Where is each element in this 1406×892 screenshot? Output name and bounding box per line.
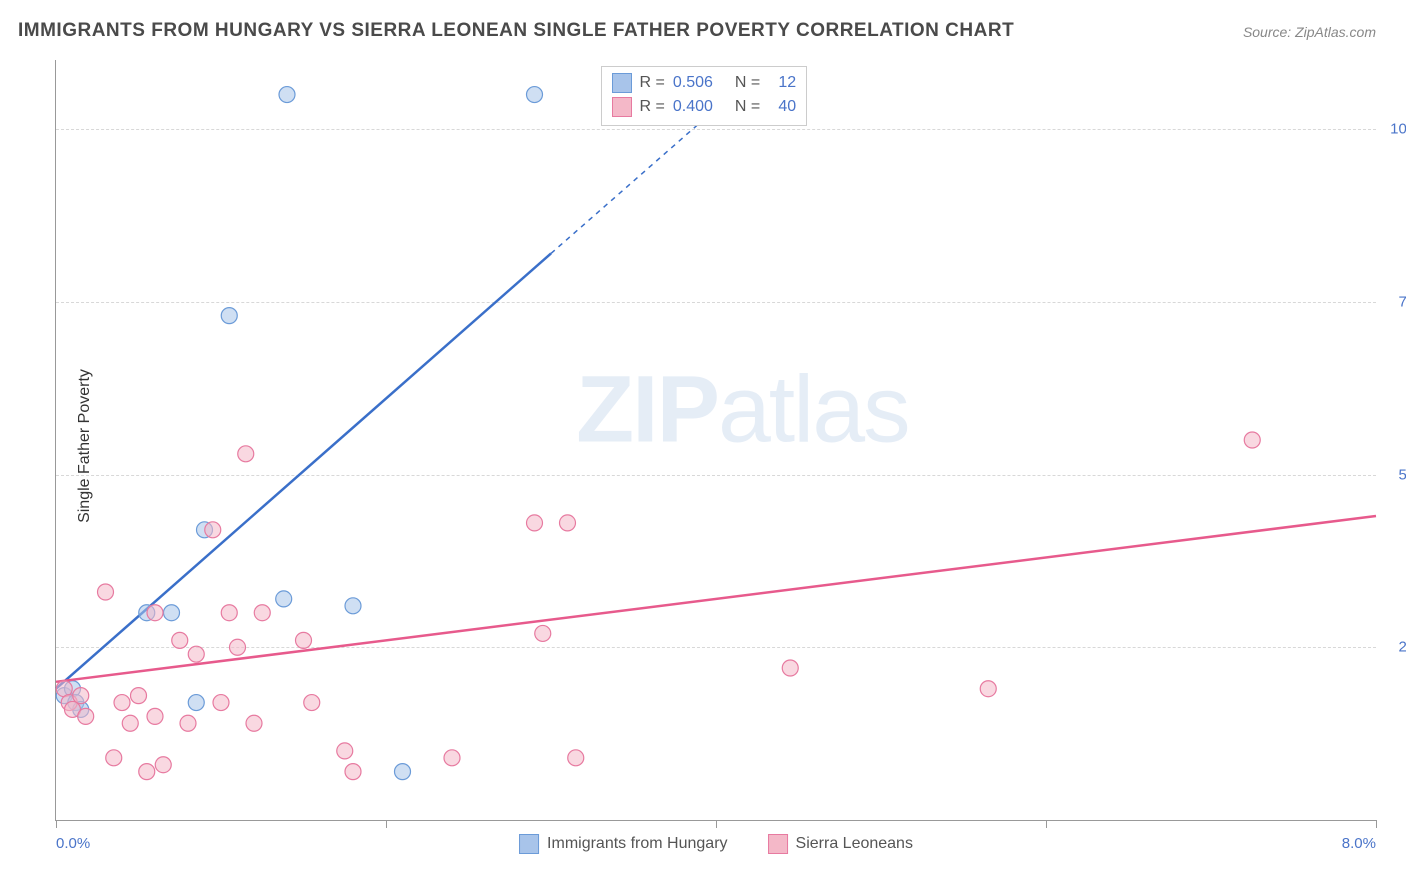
scatter-point [188,646,204,662]
chart-title: IMMIGRANTS FROM HUNGARY VS SIERRA LEONEA… [18,20,1014,42]
stat-n-value: 12 [768,71,796,95]
scatter-point [527,87,543,103]
scatter-point [164,605,180,621]
scatter-point [568,750,584,766]
scatter-point [213,695,229,711]
scatter-point [238,446,254,462]
scatter-point [131,688,147,704]
x-tick-label: 8.0% [1342,835,1376,852]
stats-legend: R = 0.506 N = 12 R = 0.400 N = 40 [601,66,808,126]
scatter-point [535,625,551,641]
legend-swatch [612,73,632,93]
scatter-point [980,681,996,697]
stats-legend-row: R = 0.506 N = 12 [612,71,797,95]
scatter-point [276,591,292,607]
chart-svg [56,60,1376,820]
legend-swatch [768,834,788,854]
x-tick-label: 0.0% [56,835,90,852]
scatter-point [345,764,361,780]
x-tick [386,820,387,828]
legend-swatch [519,834,539,854]
scatter-point [221,605,237,621]
scatter-point [221,308,237,324]
scatter-point [304,695,320,711]
stat-n-label: N = [735,71,760,95]
stats-legend-row: R = 0.400 N = 40 [612,95,797,119]
scatter-point [279,87,295,103]
stat-r-label: R = [640,71,665,95]
scatter-point [106,750,122,766]
scatter-point [122,715,138,731]
bottom-legend-item: Sierra Leoneans [768,834,913,854]
scatter-point [444,750,460,766]
scatter-point [172,632,188,648]
bottom-legend-label: Immigrants from Hungary [547,835,728,853]
stat-r-value: 0.506 [673,71,727,95]
bottom-legend: Immigrants from Hungary Sierra Leoneans [519,834,913,854]
bottom-legend-label: Sierra Leoneans [796,835,913,853]
y-tick-label: 75.0% [1381,293,1406,310]
scatter-point [78,708,94,724]
y-tick-label: 100.0% [1381,121,1406,138]
scatter-point [205,522,221,538]
x-tick [56,820,57,828]
scatter-point [147,708,163,724]
scatter-point [296,632,312,648]
y-tick-label: 25.0% [1381,639,1406,656]
scatter-point [345,598,361,614]
scatter-point [139,764,155,780]
scatter-point [180,715,196,731]
stat-r-value: 0.400 [673,95,727,119]
trend-line [56,516,1376,682]
scatter-point [337,743,353,759]
scatter-point [560,515,576,531]
scatter-point [188,695,204,711]
scatter-point [1244,432,1260,448]
scatter-point [73,688,89,704]
legend-swatch [612,97,632,117]
scatter-point [395,764,411,780]
source-attribution: Source: ZipAtlas.com [1243,24,1376,40]
scatter-point [246,715,262,731]
scatter-point [230,639,246,655]
scatter-point [147,605,163,621]
scatter-point [254,605,270,621]
x-tick [1376,820,1377,828]
y-tick-label: 50.0% [1381,466,1406,483]
plot-area: ZIPatlas R =0.506N =12R =0.400N =40 Immi… [55,60,1376,821]
x-tick [716,820,717,828]
x-tick [1046,820,1047,828]
scatter-point [98,584,114,600]
stat-r-label: R = [640,95,665,119]
scatter-point [782,660,798,676]
scatter-point [114,695,130,711]
scatter-point [155,757,171,773]
scatter-point [527,515,543,531]
bottom-legend-item: Immigrants from Hungary [519,834,728,854]
trend-line [56,253,551,688]
stat-n-value: 40 [768,95,796,119]
stat-n-label: N = [735,95,760,119]
